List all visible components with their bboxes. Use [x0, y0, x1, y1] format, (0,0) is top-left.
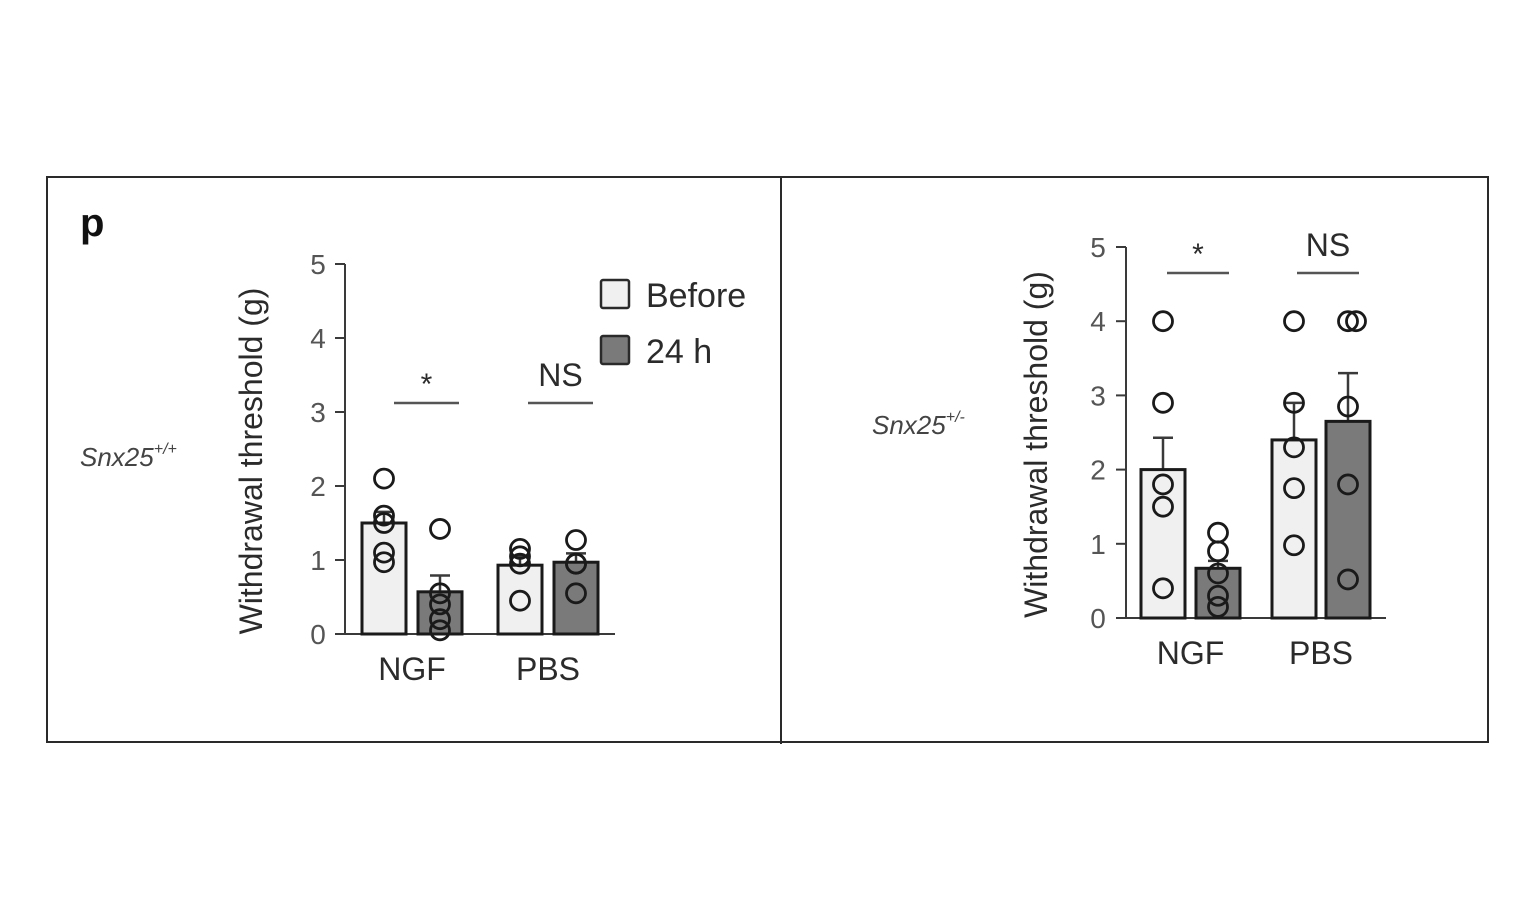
y-tick-label: 2	[310, 471, 326, 502]
bar-ngf-24h	[416, 590, 464, 636]
legend-label: 24 h	[646, 333, 712, 371]
data-point	[373, 467, 395, 490]
y-tick-label: 1	[310, 545, 326, 576]
y-tick-label: 4	[1090, 306, 1106, 337]
data-point	[429, 582, 451, 605]
figure-frame	[46, 176, 1489, 743]
data-point	[1337, 473, 1359, 496]
data-point	[509, 589, 531, 612]
data-point	[1283, 534, 1305, 557]
data-point	[1283, 391, 1305, 414]
genotype-label: Snx25+/+	[80, 441, 177, 472]
data-point	[1207, 540, 1229, 563]
significance-label: *	[1192, 238, 1204, 271]
data-point	[373, 541, 395, 564]
data-point	[1283, 310, 1305, 333]
y-tick-label: 2	[1090, 455, 1106, 486]
data-point	[429, 619, 451, 642]
bar-pbs-before	[1270, 438, 1318, 620]
data-point	[429, 518, 451, 540]
data-point	[1283, 477, 1305, 500]
y-tick-label: 4	[310, 323, 326, 354]
data-point	[429, 608, 451, 631]
legend-swatch-24h	[599, 334, 631, 366]
data-point	[1337, 310, 1359, 333]
bar-ngf-before	[360, 521, 408, 636]
legend-label: Before	[646, 277, 746, 315]
data-point	[1152, 473, 1174, 496]
data-point	[1152, 577, 1174, 600]
data-point	[1152, 495, 1174, 518]
data-point	[509, 538, 531, 560]
x-category-label: PBS	[516, 651, 580, 687]
data-point	[1345, 310, 1367, 333]
significance-label: *	[421, 368, 433, 401]
y-tick-label: 5	[1090, 232, 1106, 263]
genotype-name: Snx25	[872, 410, 946, 440]
genotype-superscript: +/+	[154, 441, 177, 458]
y-tick-label: 3	[1090, 380, 1106, 411]
legend-swatch-before	[599, 278, 631, 310]
data-point	[1152, 310, 1174, 333]
data-point	[1337, 568, 1359, 591]
y-tick-label: 5	[310, 249, 326, 280]
genotype-superscript: +/-	[946, 409, 965, 426]
bar-ngf-before	[1139, 468, 1187, 620]
legend: Before 24 h	[599, 277, 746, 371]
chart-snx25-wildtype: Snx25+/+ Withdrawal threshold (g) 0 1 2 3 4 5 NG…	[80, 249, 615, 687]
x-category-label: PBS	[1289, 635, 1353, 671]
genotype-label: Snx25+/-	[872, 409, 965, 440]
data-point	[373, 504, 395, 527]
data-point	[565, 529, 587, 551]
significance-label: NS	[1306, 227, 1350, 263]
data-point	[429, 593, 451, 616]
bar-ngf-24h	[1194, 566, 1242, 620]
y-tick-label: 3	[310, 397, 326, 428]
y-axis-label: Withdrawal threshold (g)	[233, 288, 269, 635]
data-point	[1337, 395, 1359, 418]
significance-label: NS	[538, 357, 582, 393]
data-point	[509, 552, 531, 575]
data-point	[1207, 584, 1229, 607]
bar-pbs-24h	[1324, 419, 1372, 620]
y-axis-label: Withdrawal threshold (g)	[1018, 271, 1054, 618]
bar-pbs-before	[496, 563, 544, 636]
data-point	[509, 545, 531, 568]
data-point	[1207, 521, 1229, 544]
data-point	[1207, 595, 1229, 618]
x-category-label: NGF	[378, 651, 446, 687]
data-point	[1283, 436, 1305, 459]
panel-divider	[780, 176, 782, 744]
data-point	[1207, 562, 1229, 585]
data-point	[373, 551, 395, 574]
data-point	[1152, 391, 1174, 414]
panel-letter: p	[80, 201, 104, 245]
data-point	[565, 552, 587, 575]
y-tick-label: 1	[1090, 529, 1106, 560]
data-point	[565, 582, 587, 605]
data-point	[373, 512, 395, 534]
y-tick-label: 0	[310, 619, 326, 650]
chart-snx25-heterozygous: Snx25+/- Withdrawal threshold (g) 0 1 2 3 4 5 NG…	[872, 227, 1386, 671]
genotype-name: Snx25	[80, 442, 154, 472]
y-tick-label: 0	[1090, 603, 1106, 634]
x-category-label: NGF	[1157, 635, 1225, 671]
